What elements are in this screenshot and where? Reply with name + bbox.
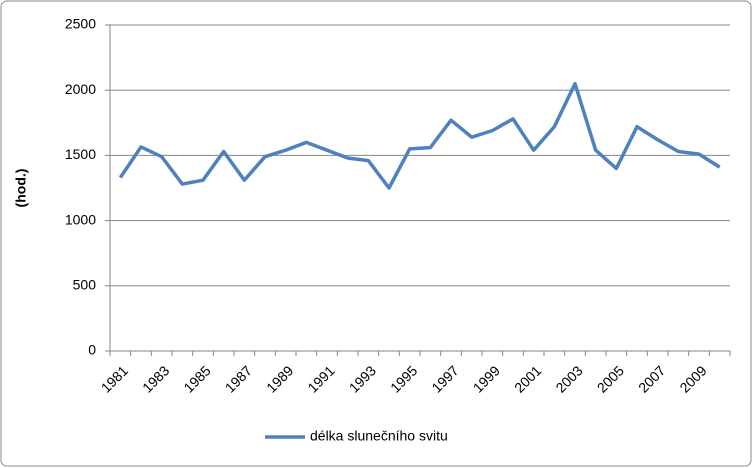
- y-tick-label: 0: [88, 342, 96, 358]
- y-tick-label: 1000: [65, 211, 96, 227]
- y-tick-label: 500: [73, 277, 97, 293]
- y-tick-label: 2500: [65, 16, 96, 32]
- legend-label: délka slunečního svitu: [310, 428, 448, 444]
- y-axis-label: (hod.): [13, 169, 29, 208]
- y-tick-label: 2000: [65, 81, 96, 97]
- line-series: [118, 81, 721, 190]
- y-tick-label: 1500: [65, 146, 96, 162]
